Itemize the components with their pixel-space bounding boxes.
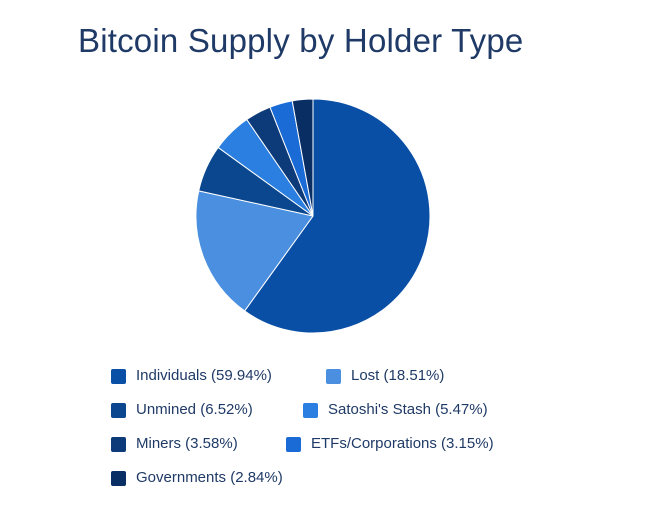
legend-swatch [286, 436, 301, 452]
legend-label: Satoshi's Stash (5.47%) [328, 401, 488, 418]
legend-item-lost: Lost (18.51%) [326, 366, 444, 386]
legend-item-etfs-corporations: ETFs/Corporations (3.15%) [286, 434, 494, 454]
pie-slice-individuals [244, 98, 431, 334]
legend-item-unmined: Unmined (6.52%) [111, 400, 253, 420]
legend-item-satoshis-stash: Satoshi's Stash (5.47%) [303, 400, 488, 420]
legend-label: Governments (2.84%) [136, 469, 283, 486]
legend-swatch [111, 436, 126, 452]
legend-swatch [326, 368, 341, 384]
pie-slice-lost [195, 190, 314, 312]
legend-label: Unmined (6.52%) [136, 401, 253, 418]
legend-label: Lost (18.51%) [351, 367, 445, 384]
legend-item-governments: Governments (2.84%) [111, 468, 283, 488]
legend-swatch [111, 402, 126, 418]
pie-slice-governments [291, 98, 314, 217]
legend-item-miners: Miners (3.58%) [111, 434, 238, 454]
legend-swatch [111, 368, 126, 384]
legend-swatch [303, 402, 318, 418]
legend-item-individuals: Individuals (59.94%) [111, 366, 272, 386]
legend-label: Miners (3.58%) [136, 435, 238, 452]
chart-title: Bitcoin Supply by Holder Type [78, 22, 524, 59]
legend-label: ETFs/Corporations (3.15%) [311, 435, 494, 452]
legend-label: Individuals (59.94%) [136, 367, 272, 384]
chart-legend: Individuals (59.94%) Lost (18.51%) Unmin… [111, 366, 591, 496]
legend-swatch [111, 470, 126, 486]
